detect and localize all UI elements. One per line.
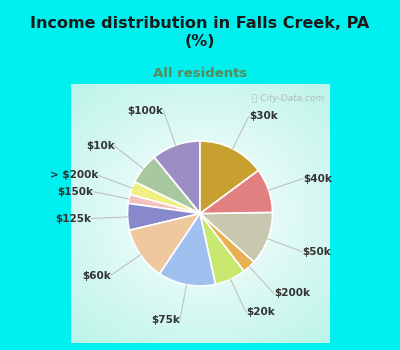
Text: $60k: $60k <box>82 271 111 280</box>
Text: $30k: $30k <box>249 111 278 121</box>
Wedge shape <box>160 214 216 286</box>
Wedge shape <box>200 214 254 271</box>
Text: ⓘ City-Data.com: ⓘ City-Data.com <box>252 94 324 103</box>
Text: $200k: $200k <box>274 288 310 298</box>
Wedge shape <box>200 141 258 214</box>
Wedge shape <box>135 157 200 214</box>
Text: $10k: $10k <box>86 141 115 151</box>
Wedge shape <box>200 170 272 214</box>
Text: Income distribution in Falls Creek, PA
(%): Income distribution in Falls Creek, PA (… <box>30 16 370 49</box>
Wedge shape <box>128 195 200 214</box>
Wedge shape <box>128 203 200 230</box>
Wedge shape <box>154 141 200 214</box>
Text: $150k: $150k <box>58 187 94 197</box>
Wedge shape <box>130 214 200 274</box>
Wedge shape <box>200 214 244 284</box>
Wedge shape <box>200 212 272 262</box>
Text: > $200k: > $200k <box>50 170 98 180</box>
Text: $75k: $75k <box>151 315 180 326</box>
Text: $50k: $50k <box>302 247 331 257</box>
Text: All residents: All residents <box>153 67 247 80</box>
Text: $100k: $100k <box>128 106 164 116</box>
Text: $20k: $20k <box>246 307 275 317</box>
Text: $125k: $125k <box>55 214 91 224</box>
Text: $40k: $40k <box>303 174 332 184</box>
Wedge shape <box>130 182 200 214</box>
